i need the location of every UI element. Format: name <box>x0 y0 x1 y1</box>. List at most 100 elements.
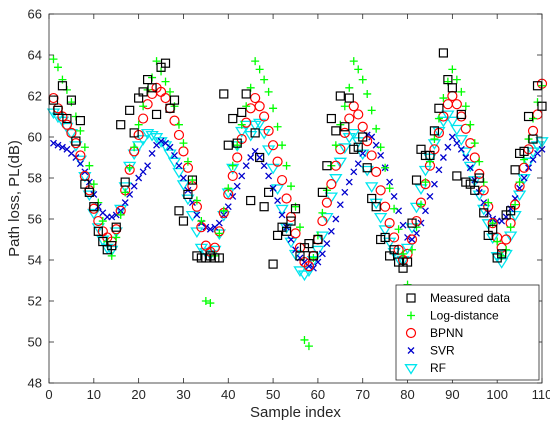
log-distance-point <box>197 217 206 226</box>
bpnn-point <box>335 144 346 155</box>
log-distance-point <box>112 233 121 242</box>
log-distance-point <box>407 311 415 320</box>
log-distance-point <box>130 143 139 152</box>
svr-point <box>256 154 264 161</box>
measured-point <box>129 128 139 138</box>
y-tick-label: 62 <box>28 89 42 104</box>
x-axis: 0 10 20 30 40 50 60 70 80 90 100 110 <box>45 14 550 402</box>
rf-point <box>87 208 101 220</box>
log-distance-point <box>260 75 269 84</box>
measured-point <box>479 208 489 218</box>
log-distance-point <box>287 182 296 191</box>
log-distance-point <box>206 299 215 308</box>
svr-point <box>193 211 201 219</box>
measured-point <box>125 105 135 115</box>
log-distance-point <box>430 135 439 144</box>
measured-point <box>286 216 296 226</box>
log-distance-point <box>174 120 183 129</box>
log-distance-point <box>134 120 143 129</box>
y-tick-label: 58 <box>28 171 42 186</box>
measured-point <box>264 187 274 197</box>
measured-point <box>268 259 278 269</box>
svr-point <box>336 201 344 209</box>
rf-point <box>252 118 267 130</box>
svr-point <box>76 160 84 168</box>
bpnn-point <box>487 218 498 229</box>
bpnn-point <box>173 129 185 141</box>
series-layer <box>46 48 549 351</box>
legend: Measured data Log-distance BPNN SVR RF <box>395 284 540 381</box>
measured-point <box>317 187 327 197</box>
rf-point <box>64 128 79 140</box>
rf-point <box>338 143 352 154</box>
rf-point <box>172 167 186 179</box>
svr-point <box>242 162 250 170</box>
measured-point <box>447 83 457 93</box>
measured-point <box>237 107 247 118</box>
log-distance-point <box>228 161 237 170</box>
log-distance-point <box>139 102 148 111</box>
rf-point <box>503 231 518 243</box>
legend-label: BPNN <box>430 326 463 340</box>
measured-point <box>66 95 77 105</box>
svr-point <box>206 225 214 233</box>
log-distance-point <box>67 98 76 107</box>
log-distance-point <box>89 180 98 189</box>
measured-point <box>219 89 229 99</box>
svr-point <box>50 139 57 147</box>
log-distance-point <box>264 87 273 96</box>
log-distance-point <box>251 57 260 66</box>
log-distance-point <box>49 55 58 64</box>
svr-point <box>139 168 147 176</box>
measured-point <box>71 136 81 146</box>
bpnn-point <box>366 150 377 161</box>
measured-point <box>340 122 350 132</box>
log-distance-point <box>53 63 62 72</box>
log-distance-point <box>493 237 502 246</box>
log-distance-point <box>269 104 278 113</box>
rf-point <box>91 223 105 234</box>
svr-point <box>529 156 537 164</box>
measured-point <box>187 175 198 185</box>
log-distance-point <box>358 75 367 84</box>
log-distance-point <box>273 122 282 131</box>
rf-point <box>365 182 379 193</box>
svr-point <box>144 162 152 170</box>
measured-point <box>353 142 363 152</box>
log-distance-point <box>470 139 479 148</box>
measured-point <box>456 109 466 120</box>
measured-point <box>232 138 242 148</box>
measured-point <box>407 218 417 228</box>
log-distance-point <box>381 163 390 172</box>
log-distance-point <box>367 106 376 115</box>
measured-point <box>326 113 336 124</box>
log-distance-point <box>121 188 130 197</box>
measured-point <box>116 120 126 130</box>
measured-point <box>506 206 516 216</box>
rf-point <box>181 194 195 206</box>
log-distance-point <box>76 126 85 135</box>
svr-point <box>435 166 443 174</box>
x-tick-label: 20 <box>131 387 145 402</box>
x-tick-label: 100 <box>486 387 508 402</box>
measured-point <box>281 226 292 236</box>
measured-point <box>120 177 130 187</box>
svr-point <box>278 211 286 219</box>
y-tick-label: 56 <box>28 212 42 227</box>
measured-point <box>169 95 180 105</box>
measured-point <box>178 216 189 226</box>
svr-point <box>274 197 282 205</box>
bpnn-point <box>357 121 368 132</box>
series-square <box>48 48 547 273</box>
svr-point <box>130 182 138 190</box>
log-distance-point <box>309 253 318 262</box>
bpnn-point <box>375 185 386 196</box>
measured-point <box>241 89 251 99</box>
axes-box <box>48 13 543 384</box>
rf-point <box>445 116 460 128</box>
measured-point <box>389 245 399 255</box>
svr-point <box>179 174 187 182</box>
rf-point <box>405 223 419 234</box>
log-distance-point <box>340 102 349 111</box>
rf-point <box>118 182 132 193</box>
